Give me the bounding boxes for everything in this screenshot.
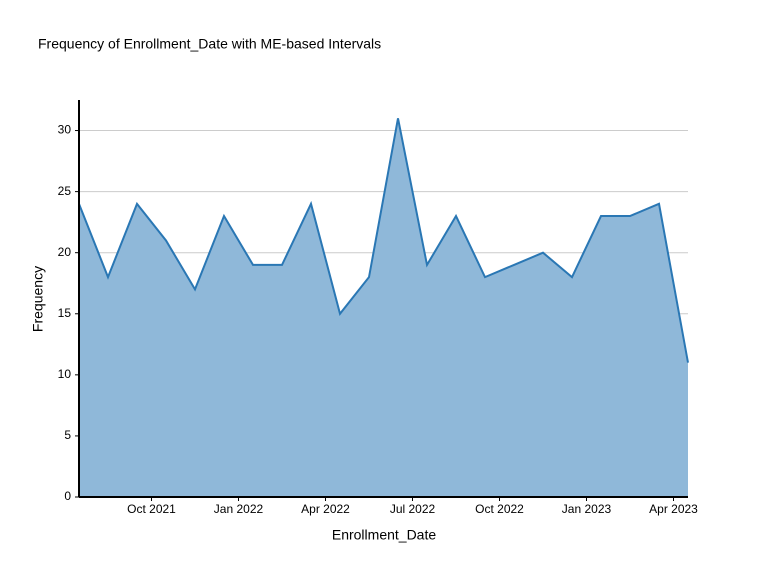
y-tick-label: 5 (64, 428, 71, 442)
y-tick-label: 10 (58, 367, 72, 381)
x-tick-label: Oct 2021 (127, 502, 176, 516)
chart-title: Frequency of Enrollment_Date with ME-bas… (38, 36, 381, 52)
y-tick-label: 20 (58, 245, 72, 259)
x-tick-label: Jan 2023 (562, 502, 612, 516)
y-tick-label: 30 (58, 123, 72, 137)
x-tick-label: Oct 2022 (475, 502, 524, 516)
x-tick-label: Apr 2022 (301, 502, 350, 516)
x-tick-label: Apr 2023 (649, 502, 698, 516)
y-tick-label: 25 (58, 184, 72, 198)
y-tick-label: 0 (64, 489, 71, 503)
x-axis-label: Enrollment_Date (332, 527, 436, 543)
x-tick-label: Jul 2022 (390, 502, 436, 516)
y-tick-label: 15 (58, 306, 72, 320)
line (78, 118, 689, 363)
x-tick-label: Jan 2022 (214, 502, 264, 516)
area (79, 118, 688, 498)
y-axis-label: Frequency (30, 266, 46, 332)
